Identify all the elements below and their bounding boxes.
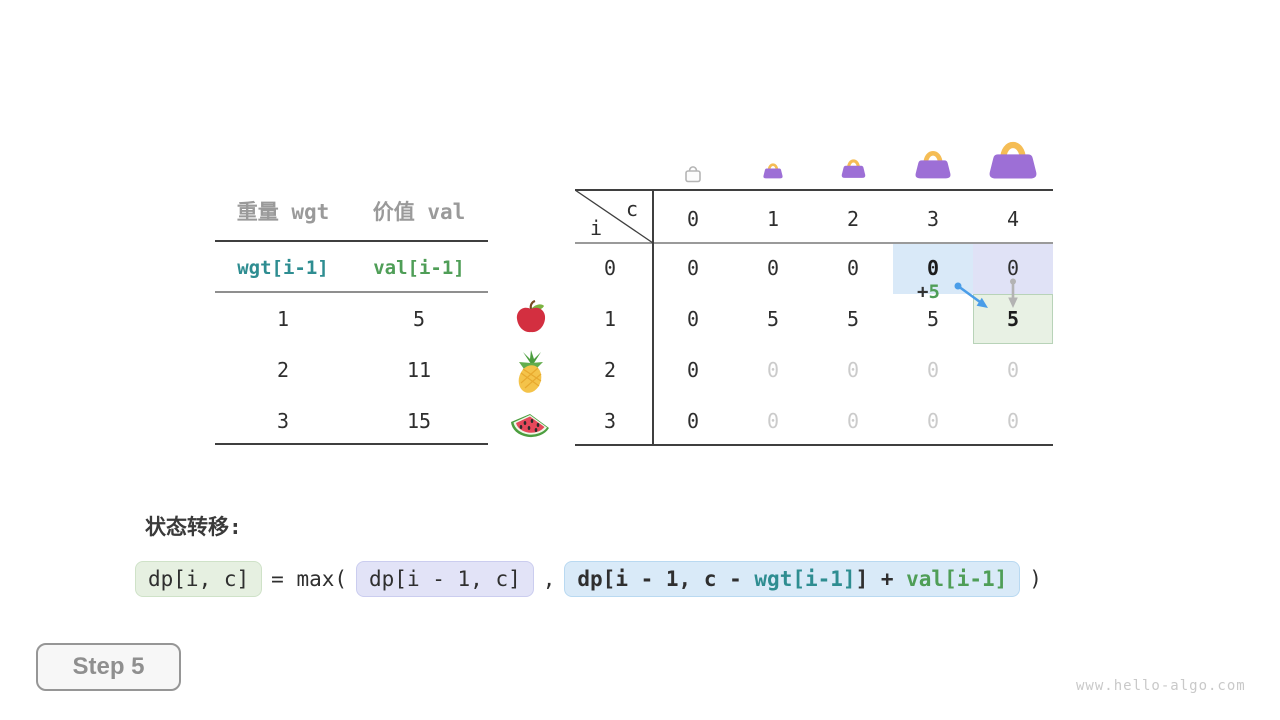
formula-lhs: dp[i, c] (135, 561, 263, 597)
dp-cell-1-2: 5 (846, 307, 860, 331)
formula-arg2-mid: ] + (855, 567, 907, 591)
item-table-var-wgt: wgt[i-1] (237, 257, 329, 279)
dp-table-top-rule (575, 189, 1053, 191)
dp-cell-3-0: 0 (686, 409, 700, 433)
formula-arg2-val: val[i-1] (906, 567, 1008, 591)
bag-icon-3 (913, 143, 953, 183)
dp-cell-3-1: 0 (766, 409, 780, 433)
dp-cell-0-4: 0 (1006, 256, 1020, 280)
dp-cell-0-2: 0 (846, 256, 860, 280)
dp-cell-1-4: 5 (1006, 307, 1020, 331)
dp-cell-3-4: 0 (1006, 409, 1020, 433)
item-table-bottom-rule (215, 443, 488, 445)
formula-arg2-pre: dp[i - 1, c - (577, 567, 755, 591)
state-transition-label: 状态转移: (145, 515, 242, 539)
item-table-var-val: val[i-1] (373, 257, 465, 279)
add-value-annotation: +5 (917, 281, 940, 303)
dp-table-vertical-rule (652, 189, 654, 446)
dp-table-header-rule (575, 242, 1053, 244)
dp-cell-0-1: 0 (766, 256, 780, 280)
dp-cell-1-0: 0 (686, 307, 700, 331)
dp-cell-1-3: 5 (926, 307, 940, 331)
state-transition-formula: dp[i, c] = max( dp[i - 1, c] , dp[i - 1,… (135, 561, 1042, 597)
dp-corner-diagonal (575, 190, 653, 243)
watermelon-icon (508, 402, 552, 442)
dp-cell-2-2: 0 (846, 358, 860, 382)
pineapple-icon (511, 350, 551, 394)
formula-operator: = max( (271, 567, 348, 591)
dp-table-bottom-rule (575, 444, 1053, 446)
bag-icon-4 (986, 133, 1040, 183)
dp-col-header-0: 0 (686, 207, 700, 231)
dp-cell-2-4: 0 (1006, 358, 1020, 382)
dp-col-header-1: 1 (766, 207, 780, 231)
dp-col-header-4: 4 (1006, 207, 1020, 231)
item-table-top-rule (215, 240, 488, 242)
formula-arg1: dp[i - 1, c] (356, 561, 534, 597)
gray-down-arrow-icon (1008, 278, 1018, 308)
item-table-mid-rule (215, 291, 488, 293)
formula-arg2: dp[i - 1, c - wgt[i-1]] + val[i-1] (564, 561, 1021, 597)
dp-row-header-2: 2 (603, 358, 617, 382)
step-indicator-button[interactable]: Step 5 (36, 643, 181, 691)
formula-comma: , (542, 567, 556, 591)
dp-cell-3-2: 0 (846, 409, 860, 433)
dp-row-header-1: 1 (603, 307, 617, 331)
dp-cell-2-1: 0 (766, 358, 780, 382)
item-wgt-2: 2 (276, 358, 290, 382)
dp-row-header-3: 3 (603, 409, 617, 433)
dp-cell-1-1: 5 (766, 307, 780, 331)
item-table-header-value: 价值 val (372, 200, 466, 224)
dp-cell-0-3: 0 (926, 256, 940, 280)
bag-icon-1 (762, 157, 784, 183)
dp-cell-2-3: 0 (926, 358, 940, 382)
dp-corner-row-var: i (590, 216, 603, 240)
empty-bag-icon (684, 163, 702, 183)
formula-arg2-wgt: wgt[i-1] (754, 567, 856, 591)
watermark: www.hello-algo.com (1076, 678, 1246, 694)
item-table-header-weight: 重量 wgt (236, 200, 330, 224)
added-value: 5 (928, 281, 940, 303)
dp-cell-2-0: 0 (686, 358, 700, 382)
item-val-3: 15 (406, 409, 432, 433)
dp-cell-0-0: 0 (686, 256, 700, 280)
formula-close-paren: ) (1029, 567, 1042, 591)
dp-col-header-2: 2 (846, 207, 860, 231)
dp-cell-3-3: 0 (926, 409, 940, 433)
item-val-2: 11 (406, 358, 432, 382)
dp-col-header-3: 3 (926, 207, 940, 231)
item-wgt-3: 3 (276, 409, 290, 433)
apple-icon (513, 299, 549, 335)
bag-icon-2 (840, 152, 867, 183)
item-val-1: 5 (412, 307, 426, 331)
item-wgt-1: 1 (276, 307, 290, 331)
plus-sign: + (917, 281, 929, 303)
dp-corner-col-var: c (626, 197, 639, 221)
blue-transition-arrow-icon (954, 282, 988, 308)
dp-row-header-0: 0 (603, 256, 617, 280)
